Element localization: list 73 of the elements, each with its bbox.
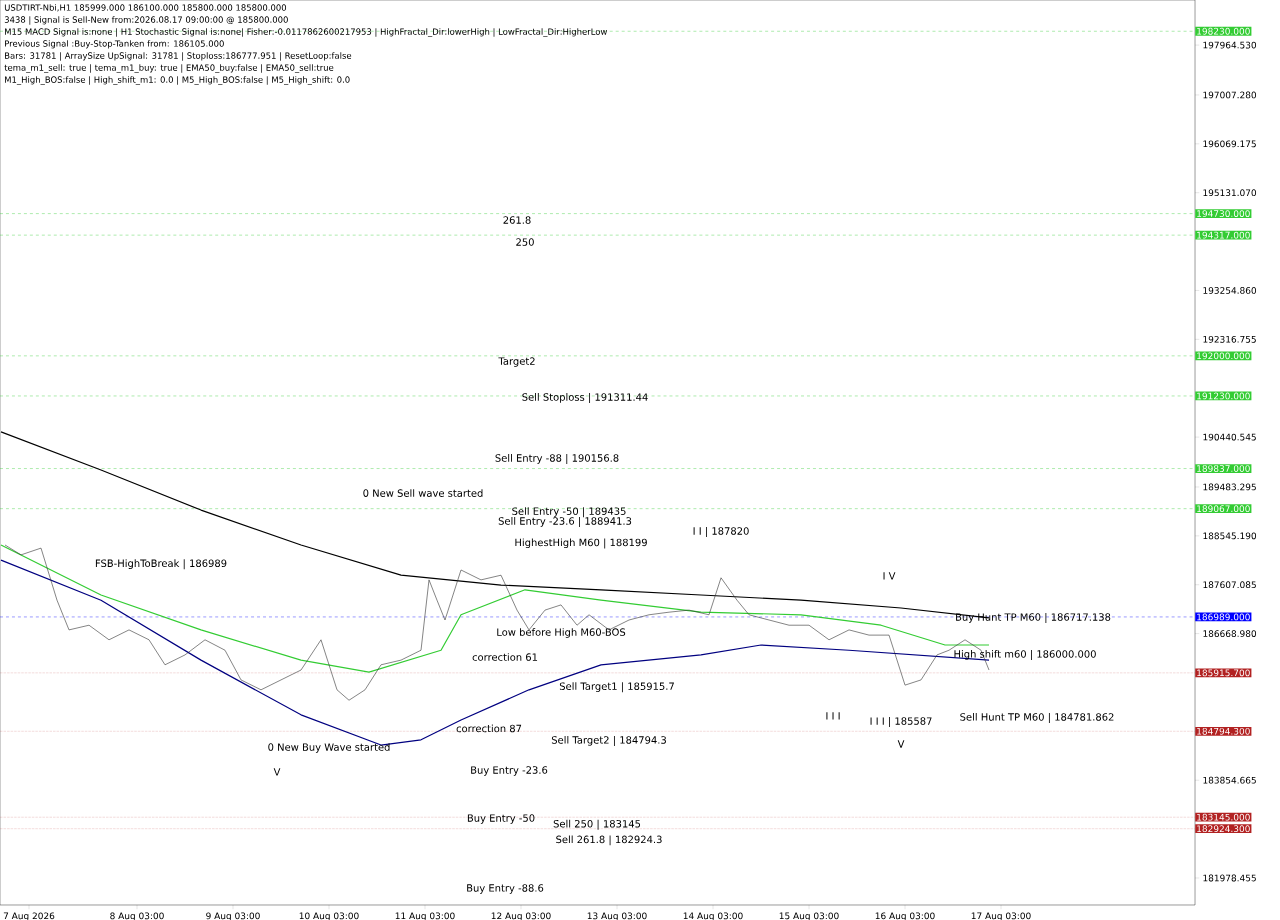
y-tick-label: 195131.070 — [1203, 189, 1257, 197]
ref-line-label: 192000.000 — [1197, 352, 1250, 360]
annotation: 261.8 — [503, 216, 531, 224]
annotation: Previous Signal :Buy-Stop-Tanken from: 186105.000 — [5, 40, 224, 49]
x-tick-label: 14 Aug 03:00 — [683, 912, 743, 920]
annotation: Sell Stoploss | 191311.44 — [522, 393, 648, 404]
annotation: Buy Hunt TP M60 | 186717.138 — [956, 613, 1111, 623]
annotation: correction 61 — [472, 653, 538, 661]
y-tick-label: 189483.295 — [1203, 483, 1256, 491]
annotation: 0 New Sell wave started — [363, 489, 483, 497]
x-tick-label: 13 Aug 03:00 — [587, 912, 647, 920]
x-tick-label: 9 Aug 03:00 — [206, 912, 260, 920]
annotation: HighestHigh M60 | 188199 — [515, 538, 647, 549]
annotation: I I I — [826, 712, 840, 720]
annotation: Low before High M60-BOS — [497, 628, 626, 638]
annotation: Sell 261.8 | 182924.3 — [556, 835, 662, 846]
ref-line-label: 191230.000 — [1197, 392, 1250, 400]
annotation: Sell Entry -88 | 190156.8 — [495, 454, 619, 464]
ref-line-label: 182924.300 — [1197, 825, 1250, 833]
annotation: Sell Entry -50 | 189435 — [512, 507, 626, 518]
y-tick-label: 188545.190 — [1203, 532, 1257, 540]
ref-line-label: 194730.000 — [1197, 210, 1250, 217]
annotation: Buy Entry -88.6 — [467, 884, 544, 894]
ref-line-label: 186989.000 — [1197, 613, 1250, 621]
x-tick-label: 16 Aug 03:00 — [875, 912, 935, 920]
annotation: V — [897, 740, 905, 748]
annotation: FSB-HighToBreak | 186989 — [95, 559, 227, 570]
annotation: Buy Entry -23.6 — [471, 766, 548, 776]
annotation: M15 MACD Signal is:none | H1 Stochastic Signal is:none| Fisher:-0.0117862600217953 | HighFractal_Dir:lowerHigh | LowFractal_Dir:HigherLow — [5, 28, 608, 37]
x-tick-label: 10 Aug 03:00 — [299, 912, 359, 920]
ref-line-label: 189067.000 — [1197, 505, 1250, 513]
annotation: Bars: 31781 | ArraySize UpSignal: 31781 | Stoploss:186777.951 | ResetLoop:false — [5, 52, 352, 61]
annotation: I V — [883, 572, 896, 580]
y-tick-label: 183854.665 — [1203, 776, 1256, 784]
annotation: I I | 187820 — [693, 527, 749, 537]
annotation: Sell 250 | 183145 — [553, 819, 641, 830]
annotation: Buy Entry -50 — [467, 814, 535, 824]
y-tick-label: 181978.455 — [1203, 874, 1256, 882]
y-tick-label: 196069.175 — [1203, 140, 1256, 148]
annotation: V — [273, 768, 281, 776]
ref-line-label: 185915.700 — [1197, 669, 1250, 677]
annotation: M1_High_BOS:false | High_shift_m1: 0.0 | M5_High_BOS:false | M5_High_shift: 0.0 — [5, 76, 350, 85]
annotation: correction 87 — [456, 724, 522, 733]
x-tick-label: 11 Aug 03:00 — [395, 912, 455, 920]
annotation: Sell Entry -23.6 | 188941.3 — [498, 517, 632, 527]
annotation: Sell Hunt TP M60 | 184781.862 — [960, 712, 1114, 723]
ref-line-label: 194317.000 — [1197, 231, 1250, 239]
ref-line-label: 189837.000 — [1197, 465, 1250, 472]
x-tick-label: 8 Aug 03:00 — [110, 912, 164, 920]
y-tick-label: 197007.280 — [1203, 91, 1257, 99]
annotation: Sell Target1 | 185915.7 — [559, 682, 674, 693]
y-tick-label: 192316.755 — [1203, 335, 1256, 343]
annotation: tema_m1_sell: true | tema_m1_buy: true | EMA50_buy:false | EMA50_sell:true — [4, 64, 334, 73]
annotation: 0 New Buy Wave started — [268, 743, 390, 753]
x-tick-label: 12 Aug 03:00 — [491, 912, 551, 920]
annotation: USDTIRT-Nbi,H1 185999.000 186100.000 185800.000 185800.000 — [4, 4, 287, 12]
annotation: 250 — [516, 238, 534, 246]
annotation: Target2 — [498, 357, 535, 367]
ref-line-label: 184794.300 — [1197, 727, 1250, 735]
annotation: 3438 | Signal is Sell-New from:2026.08.17 09:00:00 @ 185800.000 — [4, 16, 288, 25]
x-tick-label: 15 Aug 03:00 — [779, 912, 839, 920]
ref-line-label: 183145.000 — [1197, 813, 1250, 821]
x-tick-label: 17 Aug 03:00 — [971, 912, 1031, 920]
y-tick-label: 190440.545 — [1203, 433, 1256, 441]
annotation: Sell Target2 | 184794.3 — [551, 735, 666, 746]
x-tick-label: 7 Aug 2026 — [3, 912, 55, 920]
annotation: High shift m60 | 186000.000 — [954, 649, 1096, 660]
y-tick-label: 193254.860 — [1203, 287, 1257, 294]
y-tick-label: 186668.980 — [1203, 630, 1257, 637]
annotation: I I I | 185587 — [870, 717, 932, 727]
y-tick-label: 197964.530 — [1203, 41, 1257, 49]
y-tick-label: 187607.085 — [1203, 581, 1256, 589]
ref-line-label: 198230.000 — [1197, 27, 1250, 35]
